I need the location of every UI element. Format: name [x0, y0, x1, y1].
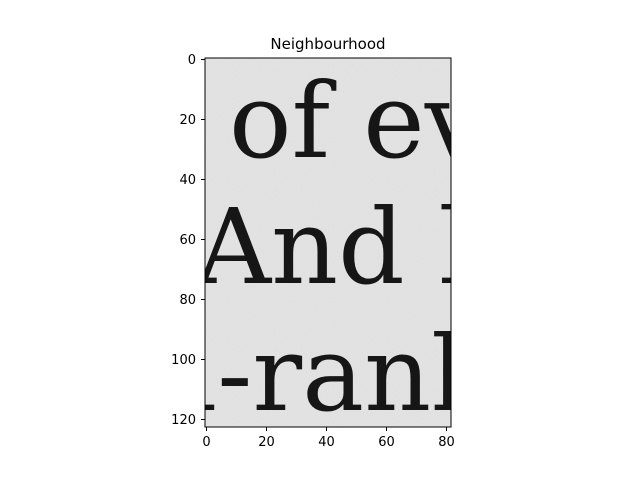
x-tick-label: 40 — [318, 435, 335, 450]
image-text-line-2: And h — [195, 186, 505, 308]
image-text-line-3: l-rank — [184, 313, 495, 435]
y-axis: 0 20 40 60 80 100 120 — [171, 53, 205, 428]
x-tick-label: 20 — [258, 435, 275, 450]
y-tick-label: 20 — [179, 113, 196, 128]
y-tick-label: 0 — [188, 53, 196, 68]
x-tick-label: 80 — [438, 435, 455, 450]
image-grain — [205, 58, 451, 427]
x-tick-label: 0 — [202, 435, 210, 450]
y-tick-label: 80 — [179, 293, 196, 308]
y-tick-label: 120 — [171, 413, 196, 428]
axes-frame — [204, 57, 452, 428]
x-tick-label: 60 — [378, 435, 395, 450]
grayscale-text-image: of ev And h l-rank — [184, 58, 505, 435]
image-text-line-1: of ev — [229, 60, 484, 182]
y-tick-label: 40 — [179, 173, 196, 188]
y-tick-label: 60 — [179, 233, 196, 248]
x-axis: 0 20 40 60 80 — [202, 427, 455, 450]
plot-title: Neighbourhood — [270, 35, 385, 53]
y-tick-label: 100 — [171, 353, 196, 368]
